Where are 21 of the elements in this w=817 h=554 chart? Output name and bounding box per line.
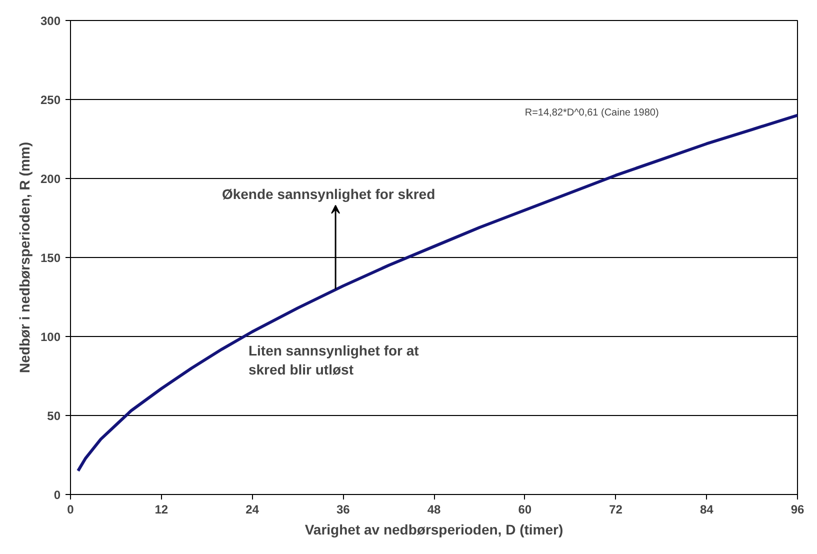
- x-tick-label: 84: [700, 502, 714, 516]
- x-tick-label: 24: [246, 502, 260, 516]
- x-tick-label: 36: [336, 502, 350, 516]
- y-tick-label: 100: [40, 330, 61, 344]
- y-axis-title: Nedbør i nedbørsperioden, R (mm): [16, 142, 32, 374]
- x-tick-label: 96: [790, 502, 804, 516]
- annotation: R=14,82*D^0,61 (Caine 1980): [524, 107, 659, 118]
- x-tick-label: 12: [154, 502, 168, 516]
- y-tick-label: 200: [40, 172, 61, 186]
- y-tick-label: 150: [40, 251, 61, 265]
- x-tick-label: 0: [67, 502, 74, 516]
- annotation: Liten sannsynlighet for at skred blir utløst: [248, 342, 420, 378]
- y-tick-label: 50: [47, 409, 61, 423]
- y-tick-label: 300: [40, 14, 61, 28]
- x-tick-label: 72: [609, 502, 623, 516]
- y-tick-label: 0: [54, 488, 61, 502]
- x-tick-label: 48: [427, 502, 441, 516]
- x-tick-label: 60: [518, 502, 532, 516]
- annotation: Økende sannsynlighet for skred: [222, 186, 436, 202]
- x-axis-title: Varighet av nedbørsperioden, D (timer): [304, 522, 564, 538]
- y-tick-label: 250: [40, 93, 61, 107]
